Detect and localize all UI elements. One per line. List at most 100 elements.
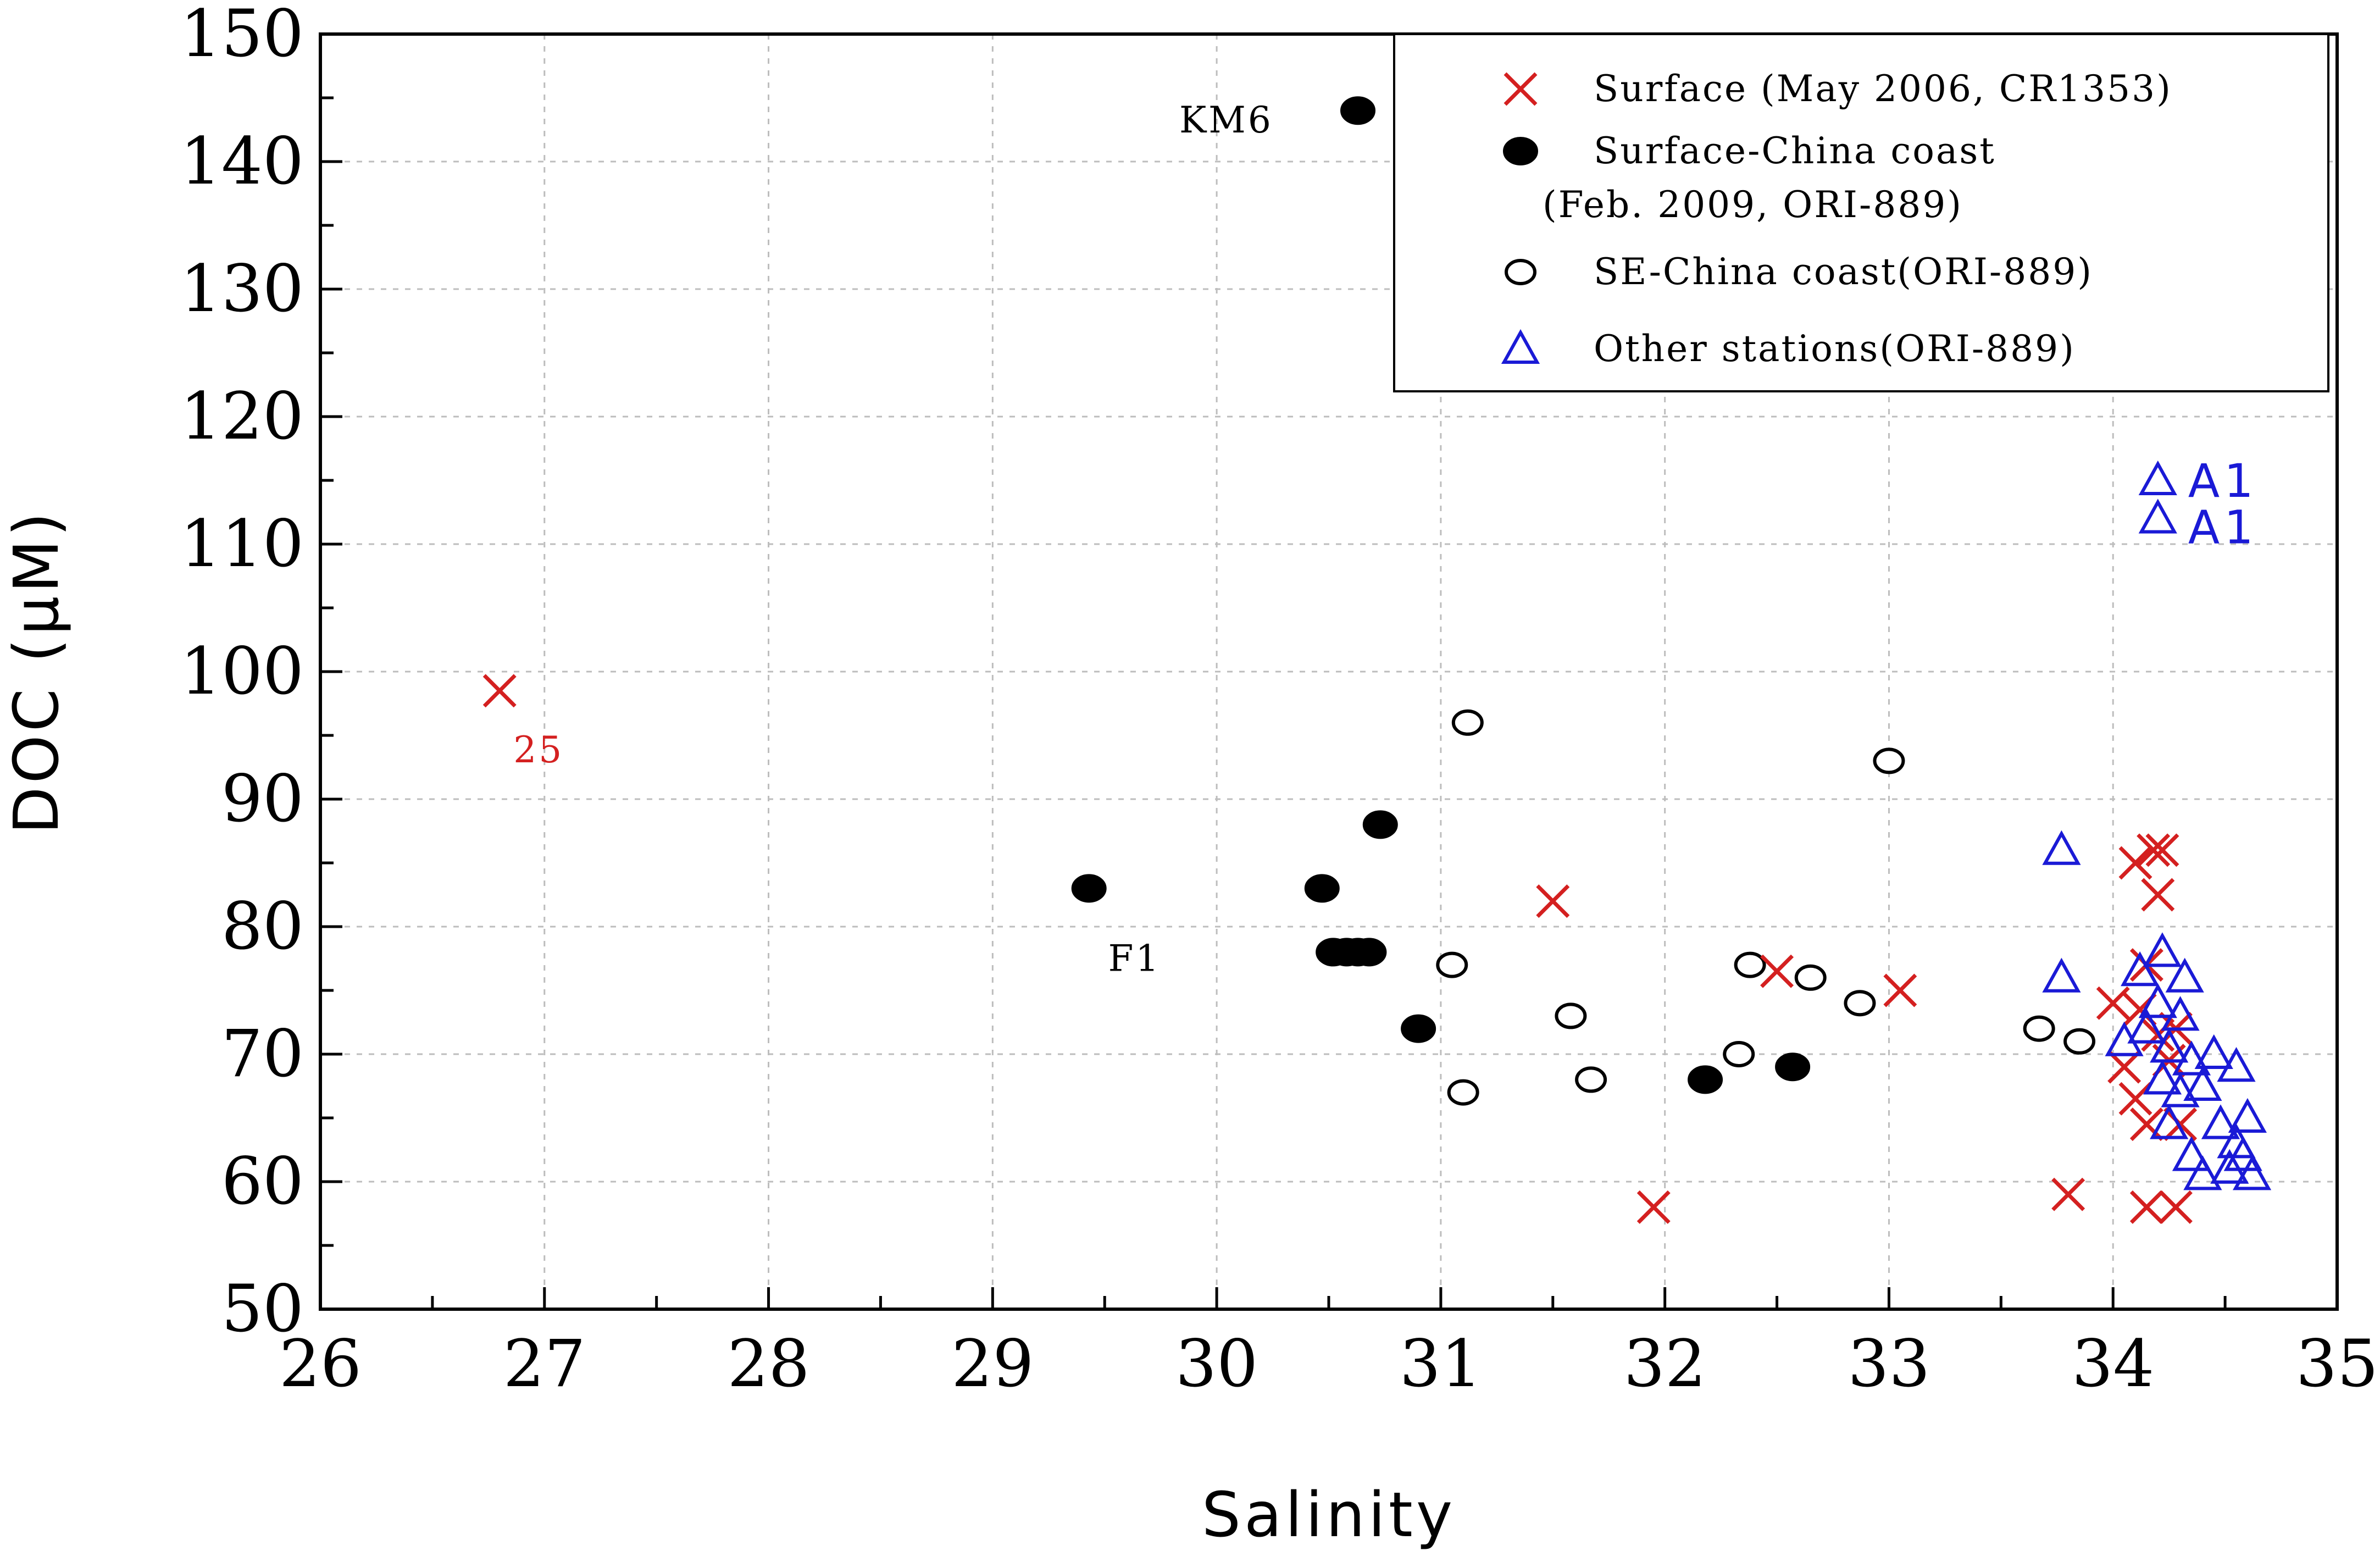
data-point: [2163, 1107, 2198, 1142]
legend-label-surface-2006: Surface (May 2006, CR1353): [1594, 68, 2172, 110]
data-point: [2129, 1190, 2163, 1224]
data-point-stroke: [2129, 1107, 2163, 1142]
data-point-stroke: [2141, 878, 2175, 912]
data-point: [2232, 1155, 2272, 1190]
data-point: [2150, 1028, 2189, 1063]
data-point: [2150, 1104, 2189, 1139]
data-point: [2042, 957, 2081, 993]
data-point: [1760, 954, 1794, 988]
data-point: [2161, 996, 2200, 1031]
data-point: [1451, 709, 1484, 736]
data-point: [1844, 990, 1876, 1017]
x-tick-label: 33: [1848, 1326, 1930, 1402]
data-point-stroke: [1536, 884, 1570, 918]
legend-marker: [1505, 259, 1536, 285]
data-point: [2217, 1047, 2256, 1082]
x-tick-label: 26: [279, 1326, 362, 1402]
data-point: [2172, 1040, 2211, 1076]
x-tick-label: 27: [503, 1326, 586, 1402]
x-tick-label: 31: [1400, 1326, 1482, 1402]
y-tick-labels: 50 60 70 80 90 100 110 120 130 140 150: [180, 0, 304, 1347]
legend-marker: [1501, 329, 1540, 364]
data-point-stroke: [1760, 954, 1794, 988]
data-point: [2138, 983, 2177, 1018]
y-tick-label: 50: [221, 1271, 304, 1347]
x-tick-label: 32: [1624, 1326, 1706, 1402]
y-tick-label: 130: [180, 251, 304, 326]
series-1: [1071, 96, 1811, 1094]
data-point: [2107, 1050, 2142, 1084]
data-point-stroke: [1636, 1190, 1671, 1224]
y-tick-label: 80: [221, 888, 304, 964]
data-point: [2137, 833, 2171, 867]
data-point: [2127, 1009, 2166, 1044]
data-point-stroke: [2118, 846, 2152, 880]
data-point: [2201, 1104, 2240, 1139]
legend-marker: [1503, 137, 1538, 165]
data-point: [482, 674, 517, 708]
data-point: [1447, 1079, 1479, 1106]
data-point-stroke: [2137, 833, 2171, 867]
y-tick-label: 110: [180, 506, 304, 581]
data-point: [1873, 747, 1905, 774]
data-point: [2129, 1107, 2163, 1142]
x-axis-title: Salinity: [1202, 1480, 1456, 1551]
data-point: [2217, 1123, 2256, 1159]
data-point: [2138, 460, 2177, 495]
data-point: [1401, 1014, 1436, 1043]
data-point: [1794, 964, 1827, 991]
data-point: [2194, 1034, 2233, 1069]
data-point: [1734, 951, 1766, 978]
data-point: [1723, 1041, 1755, 1067]
data-point-stroke: [2163, 1107, 2198, 1142]
data-points: [482, 96, 2272, 1224]
data-point: [1436, 951, 1468, 978]
data-point: [2118, 1082, 2152, 1116]
x-tick-label: 30: [1175, 1326, 1258, 1402]
data-point-stroke: [2051, 1177, 2085, 1211]
legend-label-se-china-coast: SE-China coast(ORI-889): [1594, 251, 2093, 293]
data-point: [1362, 810, 1398, 839]
data-point-stroke: [2118, 1082, 2152, 1116]
data-point: [2228, 1098, 2267, 1133]
data-point-stroke: [2107, 1050, 2142, 1084]
data-point: [2145, 833, 2179, 867]
legend: Surface (May 2006, CR1353) Surface-China…: [1393, 33, 2329, 392]
data-point: [2063, 1028, 2096, 1055]
y-tick-label: 150: [180, 0, 304, 71]
data-point: [2161, 1072, 2200, 1107]
data-point: [2172, 1136, 2211, 1171]
legend-label-surface-china-coast-line2: (Feb. 2009, ORI-889): [1543, 184, 1963, 226]
data-point-stroke: [1883, 973, 1917, 1007]
axis-ticks: [319, 32, 2339, 1311]
legend-box: [1393, 33, 2329, 392]
data-point: [1636, 1190, 1671, 1224]
data-point: [1536, 884, 1570, 918]
y-tick-label: 90: [221, 761, 304, 837]
data-point: [2159, 1190, 2193, 1224]
x-tick-labels: 26 27 28 29 30 31 32 33 34 35: [279, 1326, 2378, 1402]
x-tick-label: 28: [727, 1326, 809, 1402]
x-tick-label: 29: [951, 1326, 1034, 1402]
data-point: [2210, 1149, 2249, 1184]
data-point: [1775, 1053, 1811, 1082]
data-point: [2143, 932, 2182, 967]
data-point: [1688, 1065, 1723, 1094]
legend-marker: [1504, 72, 1538, 106]
data-point: [1883, 973, 1917, 1007]
data-point: [1575, 1066, 1607, 1093]
annotation-25: 25: [513, 729, 564, 771]
y-axis-title: DOC (μM): [1, 509, 73, 834]
y-tick-label: 140: [180, 123, 304, 199]
annotation-km6: KM6: [1179, 99, 1273, 141]
data-point: [2023, 1015, 2055, 1042]
y-tick-label: 120: [180, 378, 304, 454]
annotation-a1-bottom: A1: [2188, 501, 2258, 555]
data-point: [1340, 96, 1376, 125]
y-tick-label: 100: [180, 633, 304, 709]
data-point: [2141, 878, 2175, 912]
legend-markers: [1501, 72, 1540, 364]
legend-label-other-stations: Other stations(ORI-889): [1594, 328, 2076, 370]
